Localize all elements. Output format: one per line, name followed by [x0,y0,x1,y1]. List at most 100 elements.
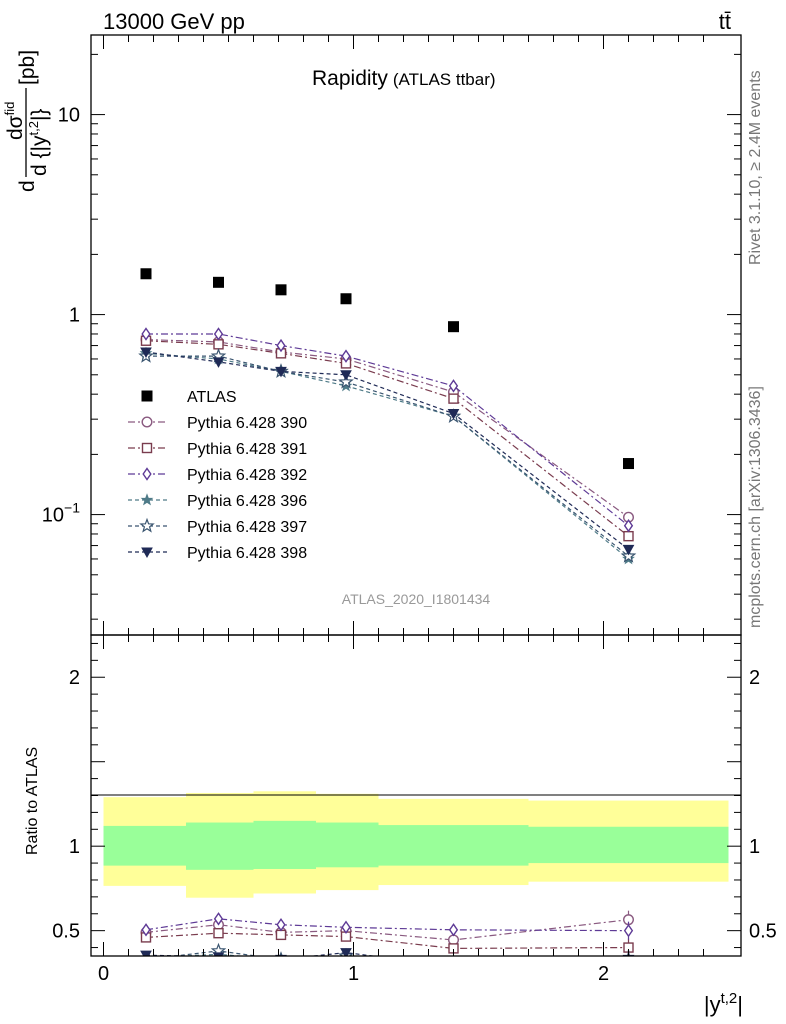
series-5-ratio-point-5 [447,960,459,972]
series-2-ratio-point-3 [275,929,287,941]
process-label: tt̄ [719,9,731,34]
xtick-label-1: 0 [98,963,109,985]
series-6-line [145,351,629,550]
series-3-ratio-point-4 [341,920,351,935]
main-ytick-base: 1 [69,305,80,327]
ylabel-dsigma: dσfid [2,102,27,140]
beam-label: 13000 GeV pp [103,9,245,34]
ratio-ytick-label-left-2: 1 [69,836,80,858]
main-ytick-base: 10 [58,105,80,127]
legend-label: Pythia 6.428 392 [187,467,307,484]
atlas-point-2 [213,276,224,288]
series-2-point-5 [448,393,459,404]
main-ytick-base: 10 [42,505,64,527]
xlabel-end: | [737,992,743,1017]
axis-ticks [91,35,741,956]
atlas-point-3 [275,284,287,296]
series-2-ratio [140,927,634,956]
ylabel-den-end: |} [28,109,51,121]
series-2-main [140,335,634,542]
main-y-axis-title: d dσfid d {|yt,2|} [pb] [2,50,51,192]
atlas-data-layer [140,268,634,470]
ratio-series-layer [139,910,635,972]
series-3-point-2 [213,327,224,341]
series-5-ratio-point-3 [279,951,283,956]
legend-item-series-2: Pythia 6.428 391 [128,441,307,458]
ylabel-fid: fid [2,102,17,116]
xtick-label-3: 2 [598,963,609,985]
series-5-line [146,355,629,557]
inner-band-bin-2 [186,822,254,870]
series-3-ratio-line [145,918,629,932]
series-1-ratio-line [145,919,629,941]
series-2-point-6 [623,530,634,542]
legend-item-series-4: Pythia 6.428 396 [128,493,307,510]
legend-item-series-3: Pythia 6.428 392 [128,467,307,484]
series-6-point-3 [275,366,287,378]
inner-band-bin-6 [528,826,729,864]
legend-atlas-label: ATLAS [187,389,237,406]
series-3-ratio-point-5 [448,923,459,937]
inner-band-bin-3 [253,820,316,869]
legend-atlas-marker [141,390,153,402]
ratio-ytick-label-left-3: 2 [69,667,80,689]
ratio-y-axis-title: Ratio to ATLAS [24,747,41,855]
inner-band-bin-5 [378,825,529,866]
xtick-label-2: 1 [348,963,359,985]
rivet-version-label: Rivet 3.1.10, ≥ 2.4M events [747,70,764,265]
series-4-ratio-point-5 [449,961,459,970]
series-5-point-4 [338,373,354,389]
series-3-point-5 [448,379,459,393]
atlas-point-1 [140,268,152,280]
series-6-ratio-point-4 [340,948,352,956]
legend-label: Pythia 6.428 390 [187,415,307,432]
series-6-point-2 [212,357,225,368]
series-3-point-1 [141,327,151,341]
chart-title: Rapidity (ATLAS ttbar) [312,67,496,90]
ylabel-den-text: d {|y [28,135,51,176]
series-3-point-3 [276,338,286,353]
series-6-point-6 [622,544,635,556]
analysis-label: ATLAS_2020_I1801434 [342,591,491,607]
xlabel-text: |y [704,992,721,1017]
ratio-ytick-label-left-1: 0.5 [52,921,80,943]
main-series-layer [138,327,637,565]
ylabel-den-sup: t,2 [26,121,41,135]
series-6-ratio-point-5 [449,962,459,971]
series-3-ratio [141,912,634,940]
series-3-ratio-point-3 [276,918,286,932]
ratio-ytick-label-right-3: 2 [749,667,760,689]
chart-title-text: Rapidity [312,67,388,90]
series-2-ratio-line [145,932,629,950]
legend-item-series-6: Pythia 6.428 398 [128,545,307,562]
legend-label: Pythia 6.428 391 [187,441,307,458]
legend-marker [140,493,154,506]
series-3-ratio-point-2 [213,912,224,926]
ylabel-dsigma-text: dσ [4,115,27,140]
main-ytick-label-2: 1 [69,305,80,327]
series-3-point-6 [623,518,634,533]
legend-marker [142,467,152,481]
legend-marker [141,442,153,454]
legend-marker [139,517,155,533]
series-6-ratio [140,948,635,971]
mcplots-credit-label: mcplots.cern.ch [arXiv:1306.3436] [747,386,764,628]
legend-item-series-1: Pythia 6.428 390 [128,415,307,432]
series-3-main [141,327,634,533]
series-6-ratio-point-6 [622,954,635,956]
legend-marker [141,547,153,559]
series-1-line [145,338,629,518]
atlas-point-5 [448,321,459,333]
atlas-point-4 [340,293,352,305]
series-6-point-5 [447,409,460,420]
atlas-point-6 [623,458,634,470]
inner-band-bin-1 [103,825,186,866]
series-3-ratio-point-6 [623,923,634,938]
legend-label: Pythia 6.428 398 [187,545,307,562]
ylabel-unit: [pb] [16,50,39,85]
ratio-ytick-label-right-2: 1 [749,836,760,858]
series-6-ratio-point-2 [212,952,225,956]
chart-subtitle: (ATLAS ttbar) [393,70,496,89]
ylabel-d: d [16,180,39,192]
